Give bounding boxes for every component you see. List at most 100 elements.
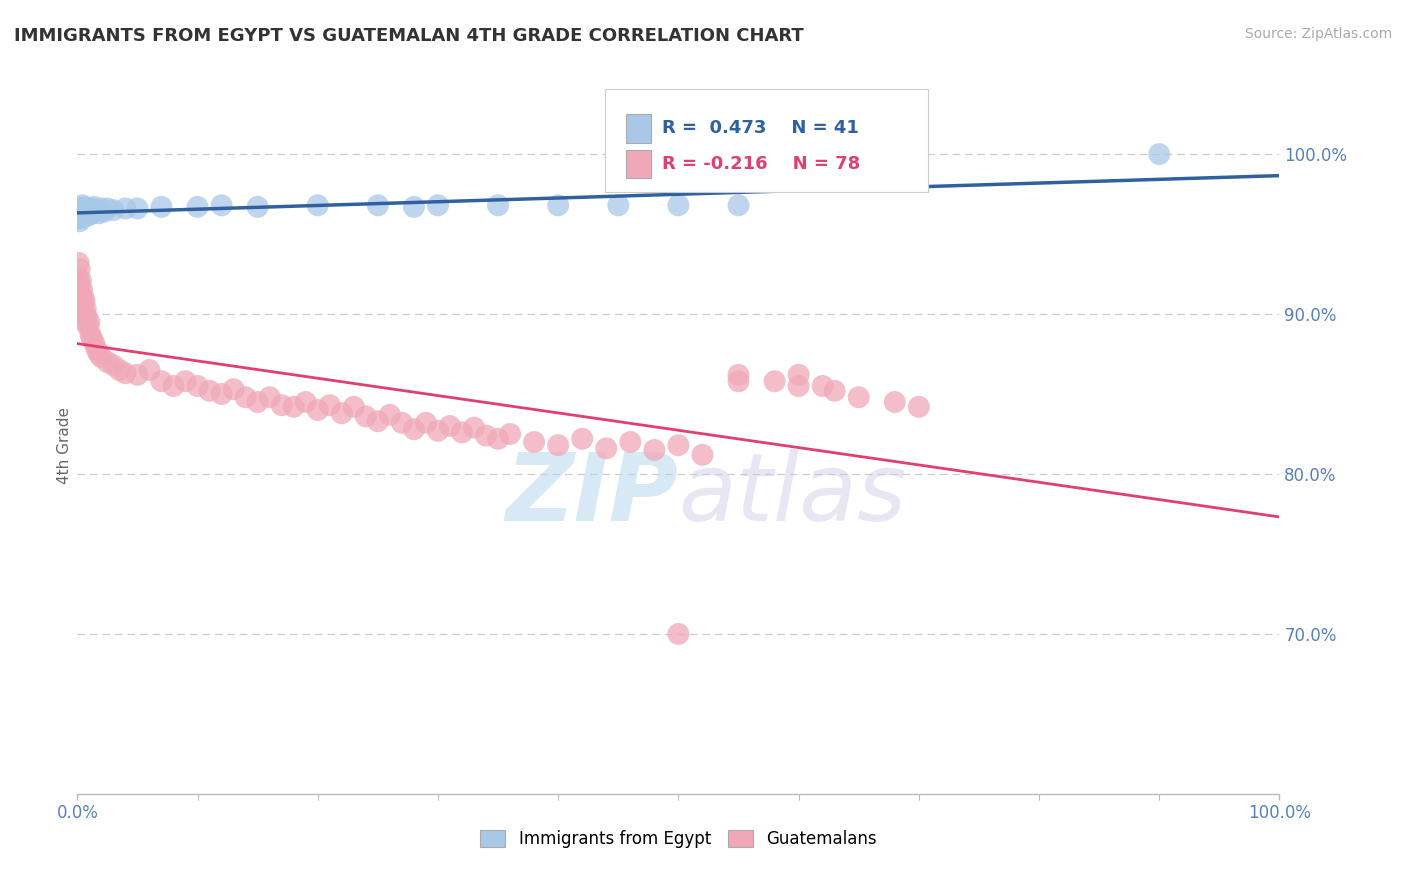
Point bbox=[73, 310, 96, 325]
Point bbox=[174, 374, 197, 388]
Point bbox=[486, 432, 509, 446]
Point bbox=[72, 208, 94, 222]
Point bbox=[72, 303, 94, 318]
Point bbox=[186, 200, 209, 214]
Text: IMMIGRANTS FROM EGYPT VS GUATEMALAN 4TH GRADE CORRELATION CHART: IMMIGRANTS FROM EGYPT VS GUATEMALAN 4TH … bbox=[14, 27, 804, 45]
Point bbox=[463, 420, 485, 434]
Point bbox=[811, 379, 834, 393]
Point bbox=[75, 302, 97, 317]
Point bbox=[727, 198, 749, 212]
Point bbox=[80, 206, 103, 220]
Point bbox=[668, 198, 690, 212]
Point bbox=[103, 358, 125, 372]
Point bbox=[114, 366, 136, 380]
Point bbox=[547, 198, 569, 212]
Point bbox=[86, 343, 108, 357]
Point bbox=[848, 390, 870, 404]
Point bbox=[307, 198, 329, 212]
Point bbox=[83, 335, 105, 350]
Point bbox=[378, 408, 401, 422]
Point bbox=[79, 208, 101, 222]
Point bbox=[222, 382, 245, 396]
Point bbox=[235, 390, 257, 404]
Point bbox=[571, 432, 593, 446]
Point bbox=[67, 272, 90, 286]
Point bbox=[127, 368, 149, 382]
Point bbox=[451, 425, 474, 440]
Point bbox=[69, 214, 91, 228]
Point bbox=[70, 211, 93, 225]
Point bbox=[67, 211, 90, 225]
Point bbox=[270, 398, 292, 412]
Point bbox=[72, 291, 94, 305]
Point bbox=[824, 384, 846, 398]
Point bbox=[79, 202, 101, 216]
Point bbox=[70, 273, 93, 287]
Text: R = -0.216    N = 78: R = -0.216 N = 78 bbox=[662, 155, 860, 173]
Point bbox=[415, 416, 437, 430]
Point bbox=[246, 200, 269, 214]
Point bbox=[70, 288, 93, 302]
Point bbox=[692, 448, 714, 462]
Point bbox=[70, 296, 93, 310]
Point bbox=[75, 210, 97, 224]
Point bbox=[727, 368, 749, 382]
Point bbox=[70, 198, 93, 212]
Point bbox=[138, 363, 160, 377]
Point bbox=[76, 310, 98, 325]
Point bbox=[668, 438, 690, 452]
Point bbox=[499, 427, 522, 442]
Point bbox=[198, 384, 221, 398]
Point bbox=[883, 395, 905, 409]
Point bbox=[79, 327, 101, 342]
Point bbox=[319, 398, 342, 412]
Point bbox=[69, 278, 91, 293]
Point bbox=[427, 424, 450, 438]
Point bbox=[114, 202, 136, 216]
Text: ZIP: ZIP bbox=[506, 449, 679, 541]
Point bbox=[763, 374, 786, 388]
Point bbox=[75, 315, 97, 329]
Point bbox=[87, 206, 110, 220]
Text: R =  0.473    N = 41: R = 0.473 N = 41 bbox=[662, 120, 859, 137]
Point bbox=[486, 198, 509, 212]
Point bbox=[150, 374, 173, 388]
Point bbox=[354, 409, 377, 424]
Point bbox=[294, 395, 316, 409]
Point bbox=[367, 414, 389, 428]
Point bbox=[79, 315, 101, 329]
Point bbox=[72, 203, 94, 218]
Point bbox=[307, 403, 329, 417]
Point bbox=[246, 395, 269, 409]
Point bbox=[643, 442, 665, 457]
Point bbox=[150, 200, 173, 214]
Point bbox=[67, 256, 90, 270]
Point bbox=[77, 206, 100, 220]
Text: atlas: atlas bbox=[679, 450, 907, 541]
Point bbox=[619, 435, 641, 450]
Point bbox=[186, 379, 209, 393]
Point bbox=[86, 203, 108, 218]
Point bbox=[80, 331, 103, 345]
Point bbox=[76, 203, 98, 218]
Point bbox=[330, 406, 353, 420]
Point bbox=[67, 202, 90, 216]
Point bbox=[83, 200, 105, 214]
Point bbox=[73, 294, 96, 309]
Point bbox=[211, 387, 233, 401]
Point bbox=[96, 202, 118, 216]
Point bbox=[127, 202, 149, 216]
Point bbox=[69, 262, 91, 277]
Point bbox=[391, 416, 413, 430]
Point bbox=[93, 204, 115, 219]
Point bbox=[668, 627, 690, 641]
Point bbox=[87, 347, 110, 361]
Point bbox=[727, 374, 749, 388]
Point bbox=[211, 198, 233, 212]
Point bbox=[69, 206, 91, 220]
Point bbox=[1149, 147, 1171, 161]
Point bbox=[103, 203, 125, 218]
Point bbox=[523, 435, 546, 450]
Point bbox=[77, 319, 100, 334]
Point bbox=[367, 198, 389, 212]
